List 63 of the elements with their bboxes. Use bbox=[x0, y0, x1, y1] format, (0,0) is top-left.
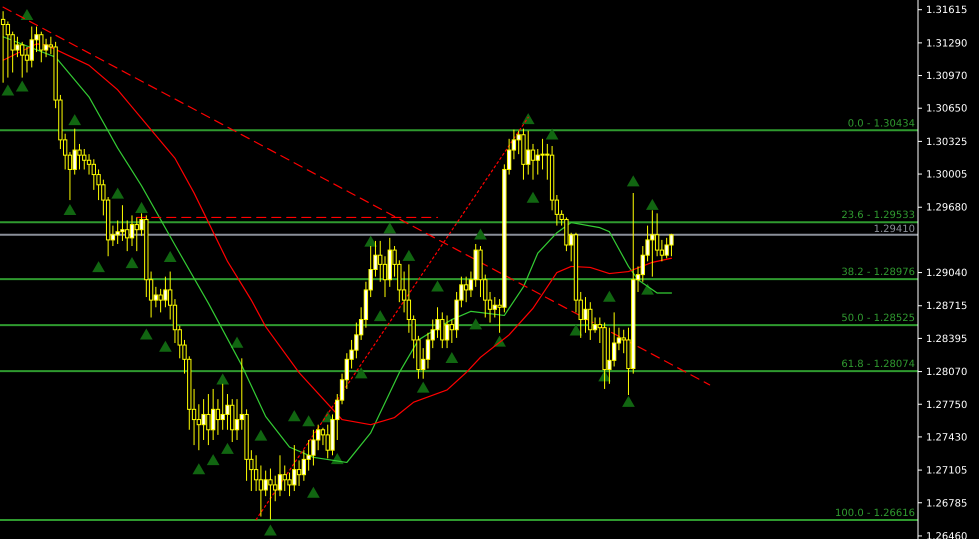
y-tick-label: 1.28715 bbox=[926, 301, 968, 312]
point bbox=[646, 198, 659, 210]
point bbox=[364, 236, 378, 247]
point bbox=[206, 454, 220, 466]
annotation: 100.0 - 1.26616 bbox=[835, 508, 915, 520]
y-tick-label: 1.29040 bbox=[926, 268, 968, 280]
point bbox=[135, 202, 148, 213]
point bbox=[111, 188, 124, 199]
point bbox=[416, 382, 430, 393]
ref-line-label: 1.29410 bbox=[874, 224, 915, 235]
point bbox=[374, 310, 387, 322]
point bbox=[64, 204, 76, 215]
point bbox=[570, 324, 582, 336]
point bbox=[445, 352, 458, 364]
y-tick-label: 1.31615 bbox=[926, 5, 968, 16]
annotation: 0.0 - 1.30434 bbox=[848, 118, 915, 130]
y-tick-label: 1.30325 bbox=[926, 136, 968, 148]
point bbox=[264, 524, 277, 536]
point bbox=[192, 463, 206, 474]
point bbox=[230, 336, 244, 348]
point bbox=[622, 396, 635, 407]
annotation: 61.8 - 1.28074 bbox=[841, 359, 915, 370]
point bbox=[164, 250, 177, 262]
y-tick-label: 1.27105 bbox=[926, 466, 968, 477]
y-tick-label: 1.27750 bbox=[926, 400, 968, 411]
y-tick-label: 1.30970 bbox=[926, 71, 968, 82]
point bbox=[221, 442, 234, 454]
point bbox=[431, 280, 444, 292]
point bbox=[288, 410, 301, 422]
y-tick-label: 1.28395 bbox=[926, 334, 968, 345]
point bbox=[92, 261, 105, 272]
point bbox=[159, 340, 172, 352]
annotation: 23.6 - 1.29533 bbox=[841, 210, 915, 222]
point bbox=[469, 318, 482, 330]
point bbox=[254, 430, 268, 441]
point bbox=[626, 175, 640, 186]
point bbox=[522, 113, 535, 124]
y-tick-label: 1.26785 bbox=[926, 498, 968, 510]
point bbox=[546, 128, 558, 140]
point bbox=[603, 290, 616, 302]
point bbox=[641, 284, 654, 295]
point bbox=[354, 367, 368, 378]
point bbox=[383, 222, 396, 234]
point bbox=[307, 486, 320, 498]
point bbox=[2, 84, 14, 96]
y-tick-label: 1.29680 bbox=[926, 202, 968, 214]
point bbox=[16, 80, 29, 92]
point bbox=[302, 415, 315, 426]
y-tick-label: 1.30005 bbox=[926, 170, 968, 181]
annotation: 50.0 - 1.28525 bbox=[841, 313, 915, 324]
y-tick-label: 1.31290 bbox=[926, 38, 968, 50]
point bbox=[20, 8, 34, 20]
y-tick-label: 1.28070 bbox=[926, 367, 968, 378]
point bbox=[526, 192, 540, 203]
point bbox=[140, 328, 153, 340]
y-tick-label: 1.27430 bbox=[926, 432, 968, 444]
point bbox=[68, 114, 82, 126]
point bbox=[474, 228, 487, 240]
point bbox=[126, 257, 138, 268]
y-tick-label: 1.30650 bbox=[926, 104, 968, 115]
point bbox=[402, 250, 416, 261]
point bbox=[216, 373, 230, 384]
annotation: 38.2 - 1.28976 bbox=[841, 267, 915, 278]
